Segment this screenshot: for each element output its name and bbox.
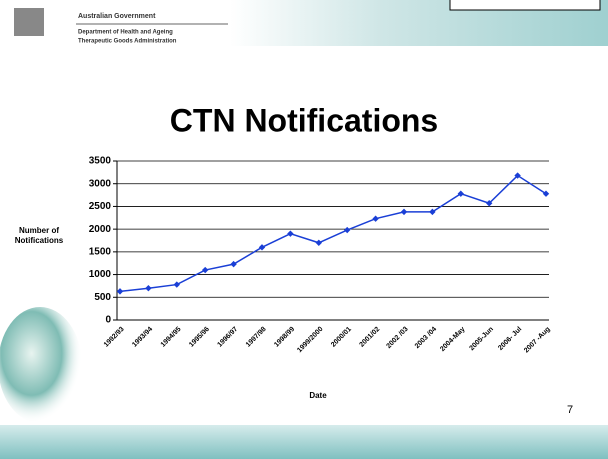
marker xyxy=(230,260,237,268)
y-tick-label: 1500 xyxy=(89,246,112,257)
x-tick-label: 2002 /03 xyxy=(385,326,409,350)
marker xyxy=(258,244,266,251)
x-axis-label: Date xyxy=(309,391,327,400)
x-tick-label: 2003 /04 xyxy=(414,326,438,350)
marker xyxy=(372,215,379,222)
marker xyxy=(287,230,294,237)
x-tick-label: 2006- Jul xyxy=(497,326,523,352)
y-tick-label: 3500 xyxy=(89,156,112,167)
chart-title: CTN Notifications xyxy=(170,102,438,138)
x-tick-label: 1998/99 xyxy=(273,326,296,349)
globe-decoration xyxy=(0,307,82,423)
marker xyxy=(400,208,408,216)
y-tick-label: 2000 xyxy=(89,224,112,235)
marker xyxy=(457,190,464,197)
header-text: Therapeutic Goods Administration xyxy=(78,39,177,45)
marker xyxy=(202,266,209,274)
y-tick-label: 0 xyxy=(105,315,111,326)
crest xyxy=(14,8,44,36)
x-tick-label: 2001/02 xyxy=(358,326,381,349)
marker xyxy=(429,208,436,216)
line xyxy=(119,174,547,293)
marker xyxy=(514,172,521,179)
header-text: Australian Government xyxy=(78,13,156,20)
y-tick-label: 500 xyxy=(94,292,111,303)
x-tick-label: 2007 -Aug xyxy=(523,326,552,355)
y-tick-label: 3000 xyxy=(89,178,112,189)
header-box xyxy=(449,0,601,11)
marker xyxy=(486,200,493,207)
marker xyxy=(542,190,550,197)
x-tick-label: 2000/01 xyxy=(330,326,353,349)
x-tick-label: 1996/97 xyxy=(216,326,239,349)
y-axis-label: Number of Notifications xyxy=(14,226,64,245)
header-text: Department of Health and Ageing xyxy=(78,30,173,36)
x-tick-label: 1995/96 xyxy=(188,326,211,349)
footer-band xyxy=(0,425,608,459)
marker xyxy=(145,285,152,292)
page-number: 7 xyxy=(567,404,573,416)
marker xyxy=(315,239,322,246)
x-tick-label: 1999/2000 xyxy=(296,326,324,354)
y-tick-label: 1000 xyxy=(89,269,112,280)
marker xyxy=(173,281,180,288)
x-tick-label: 1993/94 xyxy=(131,326,154,349)
marker xyxy=(116,288,124,295)
x-tick-label: 2005-Jun xyxy=(469,326,495,352)
y-tick-label: 2500 xyxy=(89,201,112,212)
marker xyxy=(344,226,351,234)
x-tick-label: 1994/95 xyxy=(160,326,183,349)
x-tick-label: 1997/98 xyxy=(245,326,268,349)
x-tick-label: 1992/93 xyxy=(103,326,126,349)
x-tick-label: 2004-May xyxy=(439,326,466,353)
